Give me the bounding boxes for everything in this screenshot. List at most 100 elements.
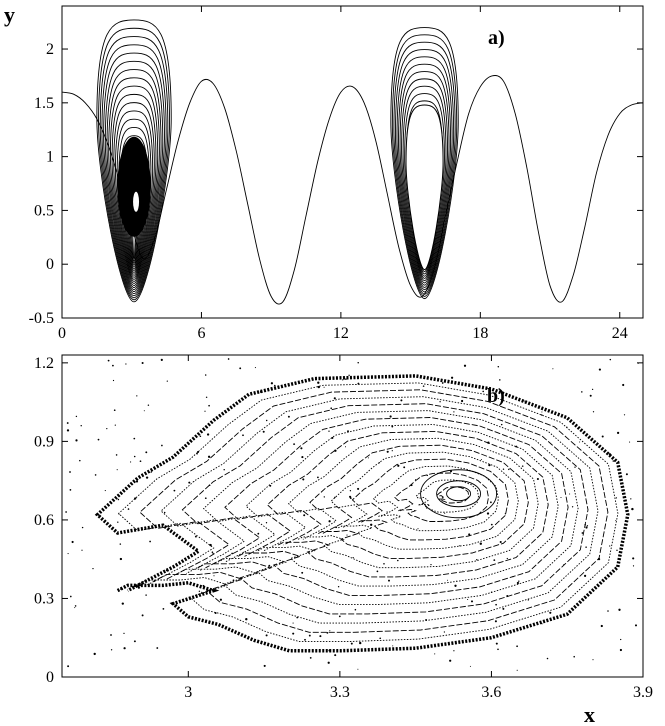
panel-b-ytick-label: 0.3 bbox=[34, 590, 54, 607]
panel-b-xtick-label: 3.6 bbox=[481, 684, 501, 701]
panel-b-scatter-dot bbox=[207, 455, 211, 458]
panel-b-scatter-dot bbox=[391, 425, 394, 428]
panel-b-scatter-dot bbox=[346, 534, 348, 536]
panel-a-island-contour bbox=[103, 52, 165, 295]
panel-b-scatter-dot bbox=[500, 423, 503, 426]
panel-b-scatter-dot bbox=[333, 397, 336, 400]
panel-a-island-contour bbox=[98, 27, 170, 301]
panel-b-scatter-dot bbox=[508, 468, 510, 471]
panel-b-scatter-dot bbox=[123, 632, 125, 635]
panel-b-scatter-dot bbox=[293, 443, 296, 446]
panel-b-scatter-dot bbox=[521, 465, 524, 467]
panel-b-scatter-dot bbox=[620, 638, 622, 641]
panel-b-scatter-dot bbox=[506, 557, 508, 560]
panel-b-scatter-dot bbox=[591, 388, 594, 391]
panel-b-scatter-dot bbox=[198, 590, 201, 593]
panel-b-scatter-dot bbox=[499, 540, 502, 544]
panel-b-scatter-dot bbox=[546, 657, 549, 660]
panel-b-scatter-dot bbox=[161, 444, 163, 447]
panel-b-scatter-dot bbox=[600, 624, 603, 628]
panel-b-scatter-dot bbox=[104, 490, 106, 492]
panel-b-scatter-dot bbox=[110, 634, 112, 636]
panel-b-scatter-dot bbox=[616, 549, 618, 552]
panel-b-scatter-dot bbox=[392, 645, 394, 647]
panel-b-scatter-dot bbox=[328, 520, 331, 523]
panel-b-scatter-dot bbox=[292, 632, 295, 635]
panel-b-scatter-dot bbox=[326, 631, 329, 634]
panel-a-island-dense-core bbox=[117, 136, 151, 237]
panel-b-scatter-dot bbox=[93, 652, 96, 656]
panel-b-scatter-dot bbox=[117, 498, 120, 501]
panel-b-scatter-dot bbox=[147, 404, 150, 406]
panel-b-scatter-dot bbox=[308, 634, 311, 637]
panel-b-scatter-dot bbox=[581, 532, 584, 534]
panel-b-scatter-dot bbox=[581, 391, 583, 393]
panel-b-scatter-dot bbox=[188, 481, 191, 484]
panel-b-scatter-dot bbox=[389, 415, 392, 418]
panel-a-xtick-label: 6 bbox=[197, 325, 205, 342]
panel-b-center-orbit bbox=[420, 469, 498, 519]
panel-b-orbit-ring bbox=[351, 458, 509, 541]
panel-b-scatter-dot bbox=[300, 447, 303, 450]
panel-b-scatter-dot bbox=[422, 385, 425, 387]
panel-b-scatter-dot bbox=[523, 400, 525, 402]
panel-a-island-contour bbox=[118, 126, 150, 276]
panel-b-scatter-dot bbox=[304, 638, 306, 641]
panel-b-scatter-dot bbox=[292, 622, 294, 624]
panel-b-scatter-dot bbox=[446, 579, 449, 581]
panel-b-xtick-label: 3.9 bbox=[633, 684, 653, 701]
panel-b-scatter-dot bbox=[352, 557, 354, 559]
panel-b-scatter-dot bbox=[223, 468, 225, 471]
panel-b-scatter-dot bbox=[265, 634, 268, 637]
panel-b-scatter-dot bbox=[327, 661, 330, 664]
panel-b-scatter-dot bbox=[552, 368, 554, 370]
panel-a-islands bbox=[96, 19, 459, 303]
panel-b-scatter-dot bbox=[268, 564, 271, 567]
panel-b-scatter-dot bbox=[583, 574, 587, 578]
panel-b-scatter-dot bbox=[117, 521, 119, 523]
panel-b-scatter-dot bbox=[357, 361, 359, 364]
panel-b-scatter-dot bbox=[458, 545, 460, 547]
panel-b-scatter-dot bbox=[106, 427, 108, 430]
panel-b-scatter-dot bbox=[586, 525, 589, 527]
panel-b-scatter-dot bbox=[585, 546, 587, 548]
panel-b-scatter-dot bbox=[150, 471, 152, 473]
panel-b-scatter-dot bbox=[125, 363, 127, 365]
panel-b-scatter-dot bbox=[354, 608, 357, 611]
panel-b-scatter-dot bbox=[133, 640, 136, 643]
panel-b-scatter-dot bbox=[463, 364, 467, 367]
panel-b-scatter-dot bbox=[71, 540, 74, 544]
panel-b-scatter-dot bbox=[118, 513, 120, 515]
panel-b-scatter-dot bbox=[625, 473, 628, 476]
panel-b-scatter-dot bbox=[592, 411, 595, 413]
panel-b-scatter-dot bbox=[397, 464, 400, 467]
panel-a-ytick-label: -0.5 bbox=[29, 310, 54, 327]
panel-b-center-orbit bbox=[446, 486, 472, 502]
panel-b-scatter-dot bbox=[296, 616, 299, 619]
panel-b-scatter-dot bbox=[135, 480, 139, 483]
panel-b-scatter-dot bbox=[239, 367, 242, 370]
panel-b-scatter-dot bbox=[345, 378, 347, 380]
panel-b-scatter-dot bbox=[439, 401, 441, 403]
panel-b-scatter-dot bbox=[205, 396, 208, 399]
panel-b-scatter-dot bbox=[116, 469, 118, 471]
panel-b-orbit-ring bbox=[309, 444, 529, 559]
panel-a-island-contour bbox=[402, 85, 447, 282]
panel-a-xtick-label: 24 bbox=[612, 325, 628, 342]
panel-b-ticks: 3 3.3 3.6 3.9 0 0.3 0.6 0.9 1.2 bbox=[34, 355, 653, 701]
panel-b-scatter-dot bbox=[156, 647, 159, 649]
panel-b-scatter-dot bbox=[269, 484, 272, 487]
panel-b-scatter-dot bbox=[254, 367, 256, 369]
panel-b-scatter-dot bbox=[379, 637, 382, 640]
panel-b-scatter-dot bbox=[262, 430, 265, 433]
panel-b-ytick-label: 1.2 bbox=[34, 355, 54, 372]
panel-b-ytick-label: 0 bbox=[46, 669, 54, 686]
panel-b-scatter-dot bbox=[589, 394, 592, 397]
panel-b-scatter-dot bbox=[349, 497, 352, 499]
panel-b-scatter-dot bbox=[242, 434, 244, 437]
panel-b-scatter-dot bbox=[66, 422, 69, 424]
panel-b-scatter-dot bbox=[80, 425, 82, 427]
panel-b-scatter-dot bbox=[302, 478, 305, 481]
panel-b-scatter-dot bbox=[403, 466, 406, 469]
